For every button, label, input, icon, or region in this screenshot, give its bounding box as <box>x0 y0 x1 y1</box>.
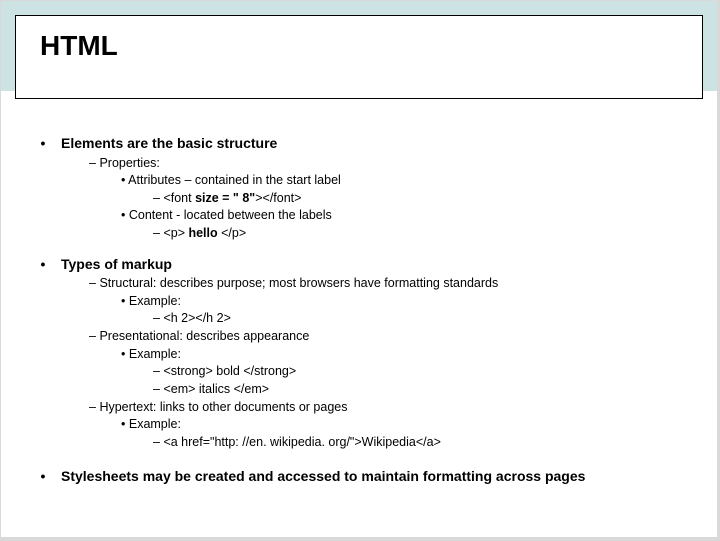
attributes-example: <font size = " 8"></font> <box>153 191 697 207</box>
section1-heading: Elements are the basic structure <box>61 135 277 151</box>
content-example: <p> hello </p> <box>153 226 697 242</box>
presentational-example-2: <em> italics </em> <box>153 382 697 398</box>
title-box: HTML <box>15 15 703 99</box>
section2-heading: Types of markup <box>61 256 172 272</box>
bullet-section-2: •Types of markup <box>25 256 697 274</box>
structural-example-label: Example: <box>121 294 697 310</box>
slide: HTML •Elements are the basic structure P… <box>1 1 717 537</box>
bullet-section-1: •Elements are the basic structure <box>25 135 697 153</box>
section3-heading: Stylesheets may be created and accessed … <box>61 468 661 486</box>
hypertext-example-label: Example: <box>121 417 697 433</box>
presentational-example-1: <strong> bold </strong> <box>153 364 697 380</box>
attributes-label: Attributes – contained in the start labe… <box>121 173 697 189</box>
structural-example: <h 2></h 2> <box>153 311 697 327</box>
presentational-example-label: Example: <box>121 347 697 363</box>
structural-label: Structural: describes purpose; most brow… <box>89 276 697 292</box>
properties-label: Properties: <box>89 156 697 172</box>
presentational-label: Presentational: describes appearance <box>89 329 697 345</box>
content-label: Content - located between the labels <box>121 208 697 224</box>
slide-title: HTML <box>40 30 118 62</box>
bullet-section-3: •Stylesheets may be created and accessed… <box>25 468 697 486</box>
slide-body: •Elements are the basic structure Proper… <box>25 121 697 527</box>
hypertext-label: Hypertext: links to other documents or p… <box>89 400 697 416</box>
hypertext-example: <a href="http: //en. wikipedia. org/">Wi… <box>153 435 697 451</box>
